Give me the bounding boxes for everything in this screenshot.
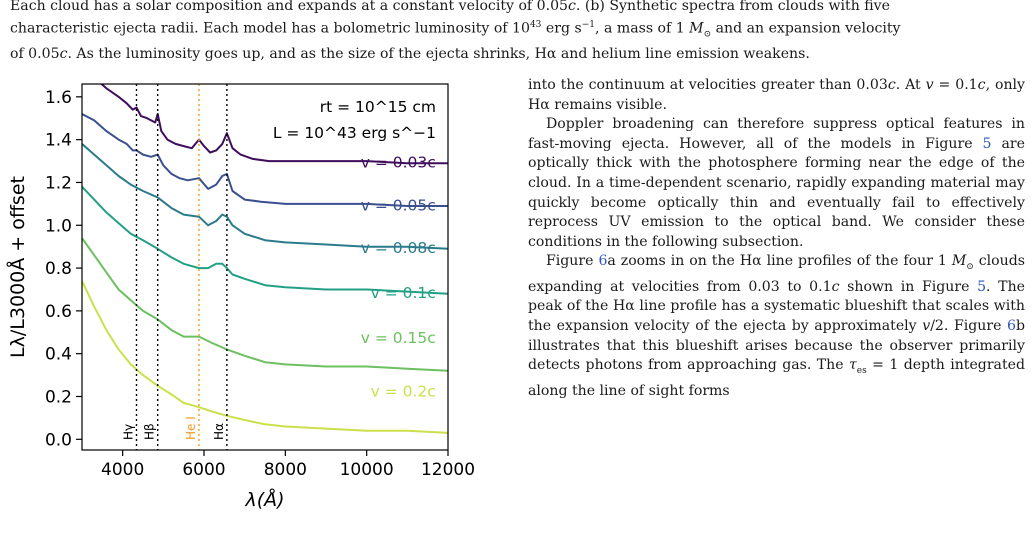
series-line-2	[82, 143, 448, 250]
series-label-2: v = 0.08c	[361, 239, 436, 257]
series-line-5	[82, 280, 448, 434]
series-line-3	[82, 186, 448, 295]
series-line-4	[82, 237, 448, 372]
series-label-1: v = 0.05c	[361, 196, 436, 214]
series-line-1	[82, 113, 448, 207]
annotation-0: rt = 10^15 cm	[320, 98, 436, 116]
x-tick-label-2: 8000	[264, 460, 307, 480]
series-line-0	[99, 84, 448, 165]
figure-caption: Each cloud has a solar composition and e…	[10, 0, 1025, 65]
body-text-column: into the continuum at velocities greater…	[528, 76, 1025, 401]
spectra-figure: Hγ Hβ He I Hα v = 0.03c v = 0.05c v = 0.08c v =…	[0, 66, 480, 532]
paragraph-3: Figure 6a zooms in on the Hα line profil…	[528, 253, 1025, 399]
y-tick-label-4: 0.8	[45, 259, 72, 279]
paragraph-2: Doppler broadening can therefore suppres…	[528, 116, 1025, 250]
y-tick-label-6: 1.2	[45, 173, 72, 193]
marker-label-3: Hα	[212, 423, 226, 440]
x-tick-label-3: 10000	[340, 460, 394, 480]
caption-line-3: of 0.05c. As the luminosity goes up, and…	[10, 46, 810, 63]
x-tick-label-0: 4000	[101, 460, 144, 480]
y-tick-label-1: 0.2	[45, 387, 72, 407]
y-axis-label: Lλ/L3000Å + offset	[6, 176, 29, 358]
x-tick-label-1: 6000	[182, 460, 225, 480]
x-axis-label: λ(Å)	[244, 488, 284, 511]
caption-line-1: Each cloud has a solar composition and e…	[10, 0, 890, 14]
y-tick-label-2: 0.4	[45, 345, 72, 365]
series-label-3: v = 0.1c	[371, 284, 436, 302]
series-label-5: v = 0.2c	[371, 382, 436, 400]
plot-frame	[81, 83, 449, 451]
y-tick-label-5: 1.0	[45, 216, 72, 236]
marker-label-0: Hγ	[121, 424, 135, 440]
marker-label-2: He I	[184, 416, 198, 440]
y-tick-label-8: 1.6	[45, 88, 72, 108]
series-group	[82, 84, 448, 434]
spectra-chart: Hγ Hβ He I Hα v = 0.03c v = 0.05c v = 0.08c v =…	[6, 83, 475, 511]
x-tick-label-4: 12000	[421, 460, 475, 480]
y-tick-label-3: 0.6	[45, 302, 72, 322]
paragraph-1: into the continuum at velocities greater…	[528, 77, 1025, 113]
caption-line-2: characteristic ejecta radii. Each model …	[10, 20, 901, 40]
series-label-4: v = 0.15c	[361, 329, 436, 347]
marker-label-1: Hβ	[143, 423, 157, 440]
series-label-0: v = 0.03c	[361, 153, 436, 171]
annotation-1: L = 10^43 erg s^−1	[273, 124, 436, 142]
y-tick-label-7: 1.4	[45, 131, 72, 151]
y-tick-label-0: 0.0	[45, 430, 72, 450]
